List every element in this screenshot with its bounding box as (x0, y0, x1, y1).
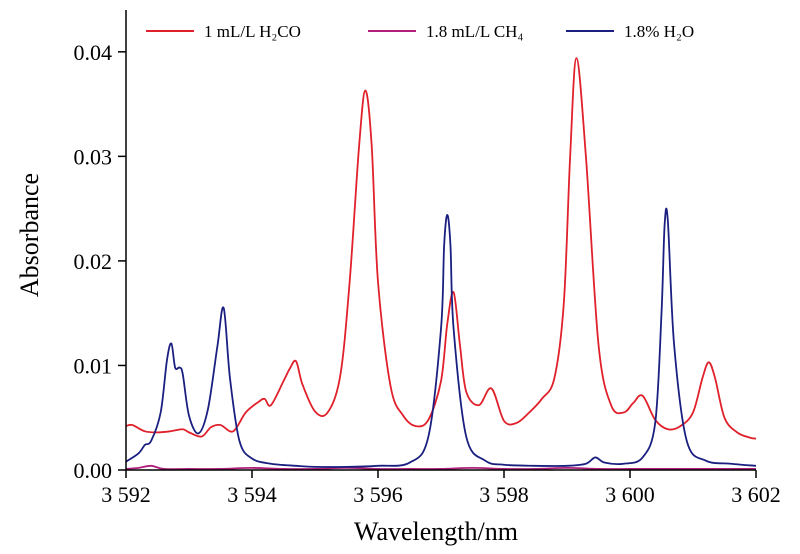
axes: 3 592 3 594 3 596 3 598 3 600 3 602 0.00 0.01 0.… (74, 10, 781, 507)
x-tick-label: 3 602 (731, 482, 781, 507)
y-tick-label: 0.04 (74, 40, 113, 65)
y-tick-label: 0.02 (74, 249, 113, 274)
y-tick-label: 0.01 (74, 353, 113, 378)
legend-label-0: 1 mL/L H₂CO (204, 22, 301, 41)
plot-area (125, 57, 757, 471)
y-axis-title: Absorbance (15, 173, 44, 297)
x-tick-label: 3 598 (479, 482, 529, 507)
x-axis-title: Wavelength/nm (354, 517, 518, 546)
x-tick-label: 3 596 (353, 482, 403, 507)
legend: 1 mL/L H₂CO 1.8 mL/L CH₄ 1.8% H₂O (146, 22, 694, 41)
series-line-0 (125, 57, 757, 440)
y-tick-label: 0.03 (74, 144, 113, 169)
series-line-2 (125, 207, 757, 468)
x-tick-label: 3 600 (605, 482, 655, 507)
legend-label-1: 1.8 mL/L CH₄ (426, 22, 523, 41)
series-line-1 (125, 464, 756, 471)
legend-label-2: 1.8% H₂O (624, 22, 694, 41)
x-tick-label: 3 594 (227, 482, 277, 507)
x-tick-label: 3 592 (101, 482, 151, 507)
y-tick-label: 0.00 (74, 458, 113, 483)
